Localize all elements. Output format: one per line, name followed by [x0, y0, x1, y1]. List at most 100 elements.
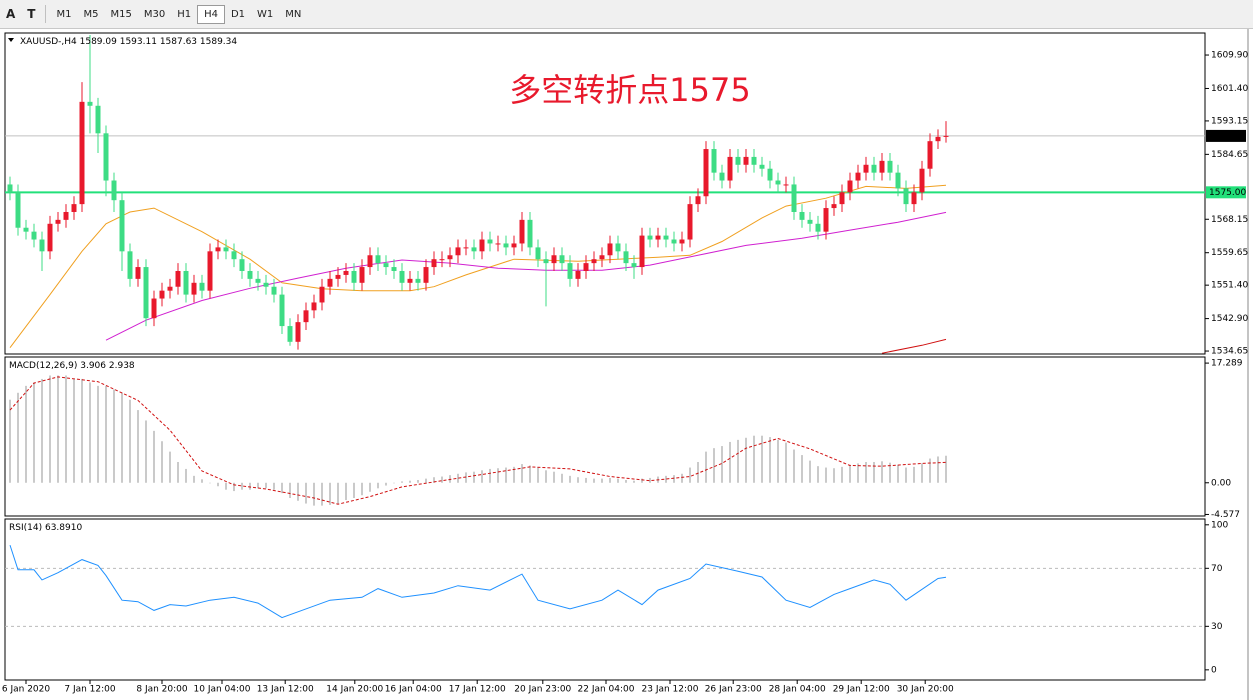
histogram-bar [297, 482, 299, 501]
histogram-bar [65, 375, 67, 483]
candle-body [191, 282, 197, 295]
timeframe-button[interactable]: H1 [177, 8, 192, 20]
candle-body [903, 188, 909, 205]
candle-body [95, 105, 101, 134]
histogram-bar [801, 455, 803, 483]
timeframe-button[interactable]: H4 [197, 4, 225, 24]
plot-area [5, 544, 1205, 627]
histogram-bar [897, 464, 899, 483]
candle-body [799, 211, 805, 220]
histogram-bar [721, 446, 723, 483]
timeframe-button[interactable]: M5 [83, 8, 99, 20]
chart-window: 1609.90 1601.40 1593.15 1584.65 1568.15 1559.… [0, 29, 1253, 700]
histogram-bar [545, 470, 547, 483]
histogram-bar [681, 473, 683, 483]
histogram-bar [73, 378, 75, 483]
histogram-bar [465, 472, 467, 483]
y-tick-label: 1551.40 [1211, 281, 1248, 291]
candle-body [439, 259, 445, 261]
histogram-bar [649, 477, 651, 483]
candle-body [175, 270, 181, 287]
candle-body [255, 278, 261, 283]
histogram-bar [585, 477, 587, 483]
symbol: XAUUSD-,H4 [20, 37, 77, 47]
indicator-caption: RSI(14) 63.8910 [9, 523, 82, 533]
x-tick-label: 22 Jan 04:00 [578, 685, 635, 695]
histogram-bar [113, 389, 115, 483]
candle-body [423, 267, 429, 283]
candle-body [919, 168, 925, 193]
candle-body [295, 322, 301, 342]
candle-body [855, 172, 861, 181]
plot-area [9, 375, 947, 506]
panel-frame [4, 518, 1206, 681]
histogram-bar [145, 420, 147, 483]
candle-body [831, 204, 837, 209]
candle-body [935, 136, 941, 142]
ohlc-value: 1593.11 [120, 37, 157, 47]
candle-body [415, 278, 421, 283]
timeframe-button[interactable]: M1 [56, 8, 72, 20]
histogram-bar [97, 385, 99, 483]
candle-body [375, 255, 381, 264]
timeframe-button[interactable]: W1 [257, 8, 274, 20]
histogram-bar [633, 480, 635, 483]
tool-button[interactable]: T [27, 7, 36, 21]
candle-body [383, 263, 389, 268]
histogram-bar [777, 439, 779, 483]
ohlc-value: 1587.63 [160, 37, 197, 47]
histogram-bar [177, 462, 179, 483]
candle-body [783, 184, 789, 186]
timeframe-button[interactable]: M30 [143, 8, 166, 20]
histogram-bar [809, 460, 811, 483]
x-tick-label: 6 Jan 2020 [2, 685, 50, 695]
histogram-bar [433, 477, 435, 483]
panel-frame [4, 356, 1206, 517]
candle-body [663, 235, 669, 240]
histogram-bar [57, 375, 59, 483]
candle-body [79, 101, 85, 205]
candle-body [527, 219, 533, 248]
histogram-bar [105, 385, 107, 483]
tool-button[interactable]: A [6, 7, 16, 21]
candle-body [447, 255, 453, 260]
histogram-bar [921, 463, 923, 483]
timeframe-button[interactable]: MN [285, 8, 302, 20]
histogram-bar [481, 470, 483, 483]
histogram-bar [665, 475, 667, 483]
histogram-bar [625, 480, 627, 483]
histogram-bar [641, 478, 643, 483]
candle-body [455, 247, 461, 256]
histogram-bar [9, 399, 11, 483]
candle-body [343, 270, 349, 275]
candle-body [511, 243, 517, 248]
y-tick-label: 70 [1211, 564, 1223, 574]
timeframe-button[interactable]: D1 [230, 8, 246, 20]
candle-body [215, 247, 221, 252]
histogram-bar [793, 449, 795, 483]
histogram-bar [337, 482, 339, 504]
histogram-bar [393, 482, 395, 484]
candle-body [159, 290, 165, 299]
panel-frame [4, 32, 1206, 355]
candle-body [319, 286, 325, 303]
candle-body [863, 164, 869, 173]
histogram-bar [489, 468, 491, 483]
indicator-caption: MACD(12,26,9) 3.906 2.938 [9, 361, 135, 371]
ohlc-value: 1589.34 [200, 37, 237, 47]
histogram-bar [137, 410, 139, 483]
indicator-value: 63.8910 [45, 523, 82, 533]
candle-body [399, 270, 405, 283]
candle-body [407, 278, 413, 283]
candle-body [847, 180, 853, 193]
candle-body [623, 251, 629, 264]
y-tick-label: 1559.65 [1211, 248, 1248, 258]
candle-body [119, 200, 125, 252]
histogram-bar [497, 468, 499, 483]
histogram-bar [25, 385, 27, 483]
histogram-bar [121, 392, 123, 483]
histogram-bar [425, 478, 427, 483]
candle-body [807, 219, 813, 224]
histogram-bar [697, 462, 699, 483]
timeframe-button[interactable]: M15 [110, 8, 132, 20]
